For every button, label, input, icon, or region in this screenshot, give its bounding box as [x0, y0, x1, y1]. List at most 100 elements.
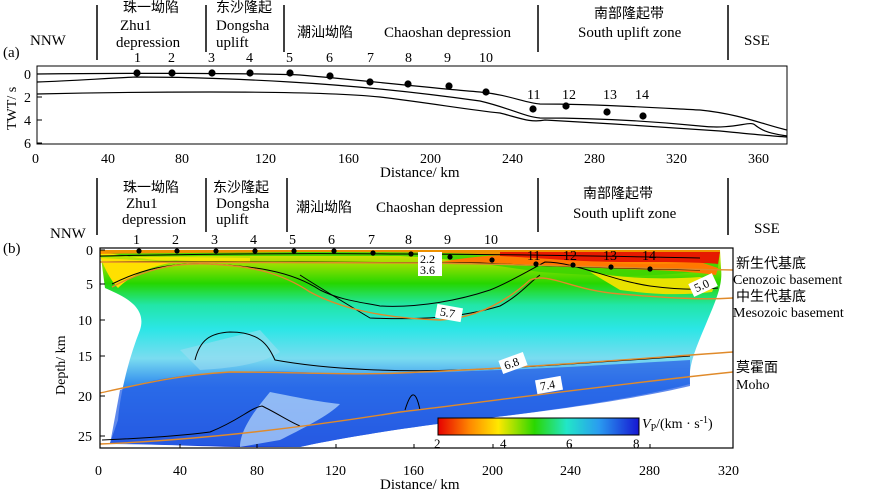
panel-b-y-axis: 0 5 10 15 20 25 Depth/ km	[54, 244, 105, 445]
panel-b-y-axis-title: Depth/ km	[54, 335, 69, 395]
station-label: 14	[642, 249, 656, 264]
mesozoic-basement-zh: 中生代基底	[736, 288, 806, 305]
x-tick-label: 280	[639, 464, 660, 479]
station-marker	[208, 69, 216, 77]
zone-zhu1-en1: Zhu1	[120, 18, 152, 34]
station-label: 6	[326, 51, 333, 66]
station-label: 5	[286, 51, 293, 66]
station-label: 9	[444, 51, 451, 66]
direction-right-label: SSE	[754, 221, 780, 237]
x-tick-label: 80	[175, 152, 189, 167]
contour-label-box	[498, 351, 528, 375]
y-tick-label: 0	[86, 244, 93, 259]
station-marker	[447, 254, 453, 260]
colorbar-title-var: V	[642, 417, 652, 432]
y-tick-label: 0	[24, 68, 31, 83]
station-label: 1	[133, 233, 140, 248]
station-marker	[570, 262, 576, 268]
station-label: 10	[484, 233, 498, 248]
interface-labels: 新生代基底 Cenozoic basement 中生代基底 Mesozoic b…	[733, 255, 844, 393]
lower-interface-line	[100, 371, 733, 445]
x-tick-label: 0	[32, 152, 39, 167]
station-marker	[246, 69, 254, 77]
mesozoic-basement-en: Mesozoic basement	[733, 306, 844, 321]
light-streak	[240, 392, 340, 447]
deep-horizon	[36, 91, 788, 138]
contour-label: 5.0	[692, 276, 712, 295]
station-marker	[482, 88, 490, 96]
y-tick-label: 5	[86, 278, 93, 293]
y-tick-label: 2	[24, 91, 31, 106]
station-marker	[326, 72, 334, 80]
contour-label-box	[418, 263, 442, 276]
station-label: 2	[168, 51, 175, 66]
station-marker	[533, 261, 539, 267]
contour-line	[101, 394, 421, 441]
panel-a-frame	[36, 65, 788, 145]
station-marker	[331, 248, 337, 254]
colorbar: 2 4 6 8 VP/(km · s-1)	[434, 415, 713, 451]
zone-chaoshan-zh: 潮汕坳陷	[296, 200, 352, 216]
y-tick-label: 15	[78, 350, 92, 365]
x-tick-label: 240	[502, 152, 523, 167]
station-label: 13	[603, 88, 617, 103]
station-label: 7	[368, 233, 375, 248]
contour-label: 2.2	[420, 252, 435, 266]
station-label: 7	[367, 51, 374, 66]
contour-line	[299, 274, 541, 320]
station-label: 6	[328, 233, 335, 248]
station-marker	[133, 69, 141, 77]
zone-dongsha-zh: 东沙隆起	[216, 0, 272, 16]
station-marker	[252, 248, 258, 254]
x-tick-label: 80	[250, 464, 264, 479]
x-tick-label: 240	[560, 464, 581, 479]
yellow-sediment-wedge	[100, 256, 175, 288]
station-label: 10	[479, 51, 493, 66]
direction-left-label: NNW	[30, 33, 67, 49]
moho-en: Moho	[736, 378, 769, 393]
colorbar-ramp	[437, 417, 640, 436]
x-tick-label: 120	[255, 152, 276, 167]
station-marker	[445, 82, 453, 90]
station-label: 5	[289, 233, 296, 248]
panel-b-frame	[99, 247, 734, 449]
contour-line	[100, 253, 701, 259]
colorbar-title-close: )	[708, 417, 713, 432]
colorbar-title-unit: /(km · s	[656, 417, 700, 432]
contour-label-box	[688, 273, 718, 297]
zone-dongsha-en2: uplift	[216, 35, 249, 51]
velocity-model	[100, 250, 722, 447]
moho-zh: 莫霍面	[736, 360, 778, 376]
panel-a-label: (a)	[3, 45, 20, 61]
x-tick-label: 40	[173, 464, 187, 479]
contour-label-box	[534, 375, 564, 395]
x-tick-label: 40	[101, 152, 115, 167]
station-label: 12	[563, 249, 577, 264]
station-label: 11	[527, 249, 540, 264]
panel-a: NNW SSE (a) 珠一坳陷 Zhu1 depression 东沙隆起 Do…	[3, 0, 788, 181]
station-label: 9	[444, 233, 451, 248]
zone-chaoshan-en: Chaoshan depression	[384, 25, 512, 41]
zone-dongsha-zh: 东沙隆起	[213, 180, 269, 196]
zone-zhu1-en2: depression	[122, 212, 187, 228]
station-marker	[286, 69, 294, 77]
station-marker	[608, 264, 614, 270]
station-label: 12	[562, 88, 576, 103]
cenozoic-basement-zh: 新生代基底	[736, 255, 806, 272]
colorbar-tick: 6	[566, 436, 573, 451]
colorbar-tick: 4	[500, 436, 507, 451]
station-label: 3	[211, 233, 218, 248]
station-marker	[603, 108, 611, 116]
contour-labels: 2.2 3.6 5.0 5.7 6.8 7.4	[418, 252, 718, 395]
cenozoic-basement-en: Cenozoic basement	[733, 273, 842, 288]
panel-b: 珠一坳陷 Zhu1 depression 东沙隆起 Dongsha uplift…	[3, 178, 844, 492]
panel-b-label: (b)	[3, 241, 21, 257]
direction-right-label: SSE	[744, 33, 770, 49]
y-tick-label: 6	[24, 137, 31, 152]
zone-dongsha-en1: Dongsha	[216, 196, 270, 212]
station-label: 4	[246, 51, 253, 66]
zone-south-zh: 南部隆起带	[594, 6, 664, 22]
panel-a-y-axis: 0 2 4 6 TWT/ s	[5, 68, 42, 152]
